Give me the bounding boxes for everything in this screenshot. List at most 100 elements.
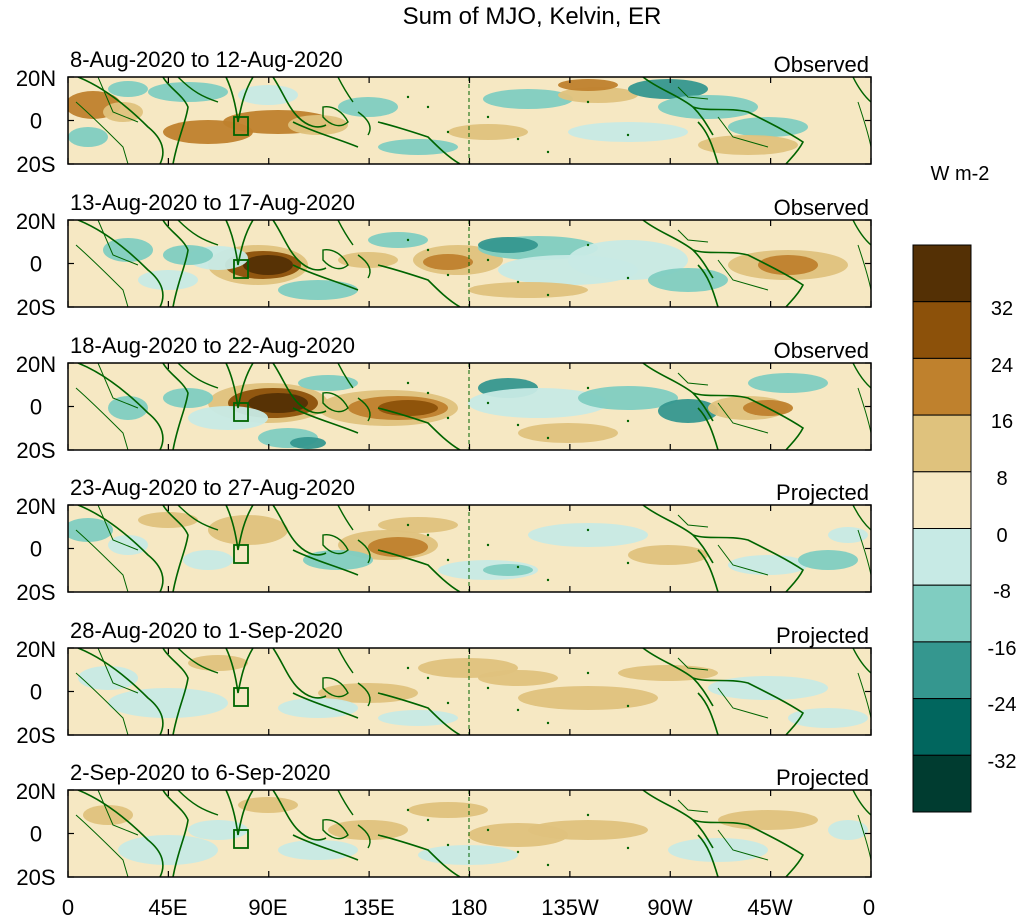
map-field xyxy=(67,76,872,165)
anomaly-contour xyxy=(423,254,473,270)
colorbar-swatch xyxy=(912,698,972,756)
colorbar-swatch xyxy=(912,754,972,813)
anomaly-contour xyxy=(483,564,533,576)
map-panel: 23-Aug-2020 to 27-Aug-2020 Projected 20N 0 2… xyxy=(16,475,872,605)
map-panel: 28-Aug-2020 to 1-Sep-2020 Projected 20N 0 20… xyxy=(16,618,872,748)
colorbar-tick-label: 24 xyxy=(991,355,1013,377)
panel-status: Observed xyxy=(774,195,869,220)
anomaly-contour xyxy=(518,423,618,443)
panel-date-range: 28-Aug-2020 to 1-Sep-2020 xyxy=(70,618,343,643)
colorbar-units: W m-2 xyxy=(931,163,990,185)
lat-label: 20S xyxy=(16,438,55,463)
anomaly-contour xyxy=(728,117,808,137)
anomaly-contour xyxy=(368,232,428,248)
anomaly-contour xyxy=(108,396,148,420)
anomaly-contour xyxy=(528,523,648,547)
lat-label: 0 xyxy=(30,395,42,420)
lon-label: 180 xyxy=(451,895,488,920)
lon-label: 45E xyxy=(148,895,187,920)
lat-label: 20N xyxy=(16,209,56,234)
colorbar-swatch xyxy=(912,301,972,359)
colorbar-tick-label: -32 xyxy=(988,751,1017,773)
lon-label: 45W xyxy=(747,895,792,920)
colorbar-tick-label: -24 xyxy=(988,694,1017,716)
anomaly-contour xyxy=(618,665,718,681)
anomaly-contour xyxy=(208,515,288,545)
lat-label: 20N xyxy=(16,494,56,519)
map-panel: 18-Aug-2020 to 22-Aug-2020 Observed 20N 0 20… xyxy=(16,333,872,463)
lon-label: 90W xyxy=(647,895,692,920)
anomaly-contour xyxy=(148,82,228,102)
anomaly-contour xyxy=(668,838,768,862)
anomaly-contour xyxy=(478,237,538,253)
anomaly-contour xyxy=(188,406,268,430)
anomaly-contour xyxy=(828,527,868,543)
colorbar-tick-label: 32 xyxy=(991,298,1013,320)
longitude-axis: 0 45E 90E 135E 180 135W 90W 45W 0 xyxy=(62,895,875,920)
lat-label: 20S xyxy=(16,723,55,748)
anomaly-contour xyxy=(568,240,688,280)
anomaly-contour xyxy=(338,97,398,117)
map-field xyxy=(67,362,872,451)
anomaly-contour xyxy=(558,79,618,91)
panel-status: Projected xyxy=(776,623,869,648)
anomaly-contour xyxy=(408,802,488,818)
lat-label: 20N xyxy=(16,66,56,91)
anomaly-contour xyxy=(338,252,398,268)
anomaly-contour xyxy=(288,115,348,135)
map-panel: 2-Sep-2020 to 6-Sep-2020 Projected 20N 0 20S xyxy=(16,760,872,890)
panel-date-range: 2-Sep-2020 to 6-Sep-2020 xyxy=(70,760,331,785)
anomaly-contour xyxy=(478,670,558,686)
colorbar-swatch xyxy=(912,584,972,643)
anomaly-contour xyxy=(278,698,358,718)
anomaly-contour xyxy=(278,280,358,300)
panel-date-range: 18-Aug-2020 to 22-Aug-2020 xyxy=(70,333,355,358)
anomaly-contour xyxy=(468,388,608,418)
anomaly-contour xyxy=(298,375,358,391)
lat-label: 20N xyxy=(16,637,56,662)
anomaly-contour xyxy=(378,710,458,726)
lat-label: 20S xyxy=(16,295,55,320)
anomaly-contour xyxy=(748,373,828,393)
figure-title: Sum of MJO, Kelvin, ER xyxy=(403,3,662,30)
anomaly-contour xyxy=(290,437,326,449)
anomaly-contour xyxy=(528,820,648,840)
anomaly-contour xyxy=(108,81,148,97)
anomaly-contour xyxy=(83,805,133,825)
map-field xyxy=(67,647,872,736)
lon-label: 0 xyxy=(863,895,875,920)
colorbar-swatch xyxy=(912,641,972,700)
anomaly-contour xyxy=(238,797,298,813)
map-panel: 13-Aug-2020 to 17-Aug-2020 Observed 20N 0 20… xyxy=(16,190,872,320)
anomaly-contour xyxy=(658,399,718,423)
anomaly-contour xyxy=(78,666,138,690)
lat-label: 0 xyxy=(30,252,42,277)
lat-label: 20S xyxy=(16,865,55,890)
anomaly-contour xyxy=(378,139,458,155)
anomaly-contour xyxy=(68,127,108,147)
colorbar-tick-label: -8 xyxy=(993,581,1011,603)
colorbar-tick-label: -16 xyxy=(988,638,1017,660)
panel-status: Projected xyxy=(776,480,869,505)
panel-date-range: 23-Aug-2020 to 27-Aug-2020 xyxy=(70,475,355,500)
anomaly-contour xyxy=(448,124,528,140)
lat-label: 20N xyxy=(16,779,56,804)
colorbar-swatch xyxy=(912,244,972,303)
colorbar xyxy=(912,244,972,813)
panels: 8-Aug-2020 to 12-Aug-2020 Observed 20N 0 20S… xyxy=(16,47,872,890)
lat-label: 20N xyxy=(16,352,56,377)
anomaly-contour xyxy=(378,400,438,416)
map-field xyxy=(67,219,872,308)
anomaly-contour xyxy=(578,386,678,410)
anomaly-contour xyxy=(138,512,198,528)
colorbar-tick-label: 0 xyxy=(996,525,1007,547)
panel-date-range: 8-Aug-2020 to 12-Aug-2020 xyxy=(70,47,343,72)
anomaly-contour xyxy=(788,708,868,728)
anomaly-contour xyxy=(378,517,458,533)
lon-label: 90E xyxy=(248,895,287,920)
anomaly-contour xyxy=(798,550,858,570)
lat-label: 0 xyxy=(30,537,42,562)
panel-status: Observed xyxy=(774,52,869,77)
anomaly-contour xyxy=(468,282,588,298)
